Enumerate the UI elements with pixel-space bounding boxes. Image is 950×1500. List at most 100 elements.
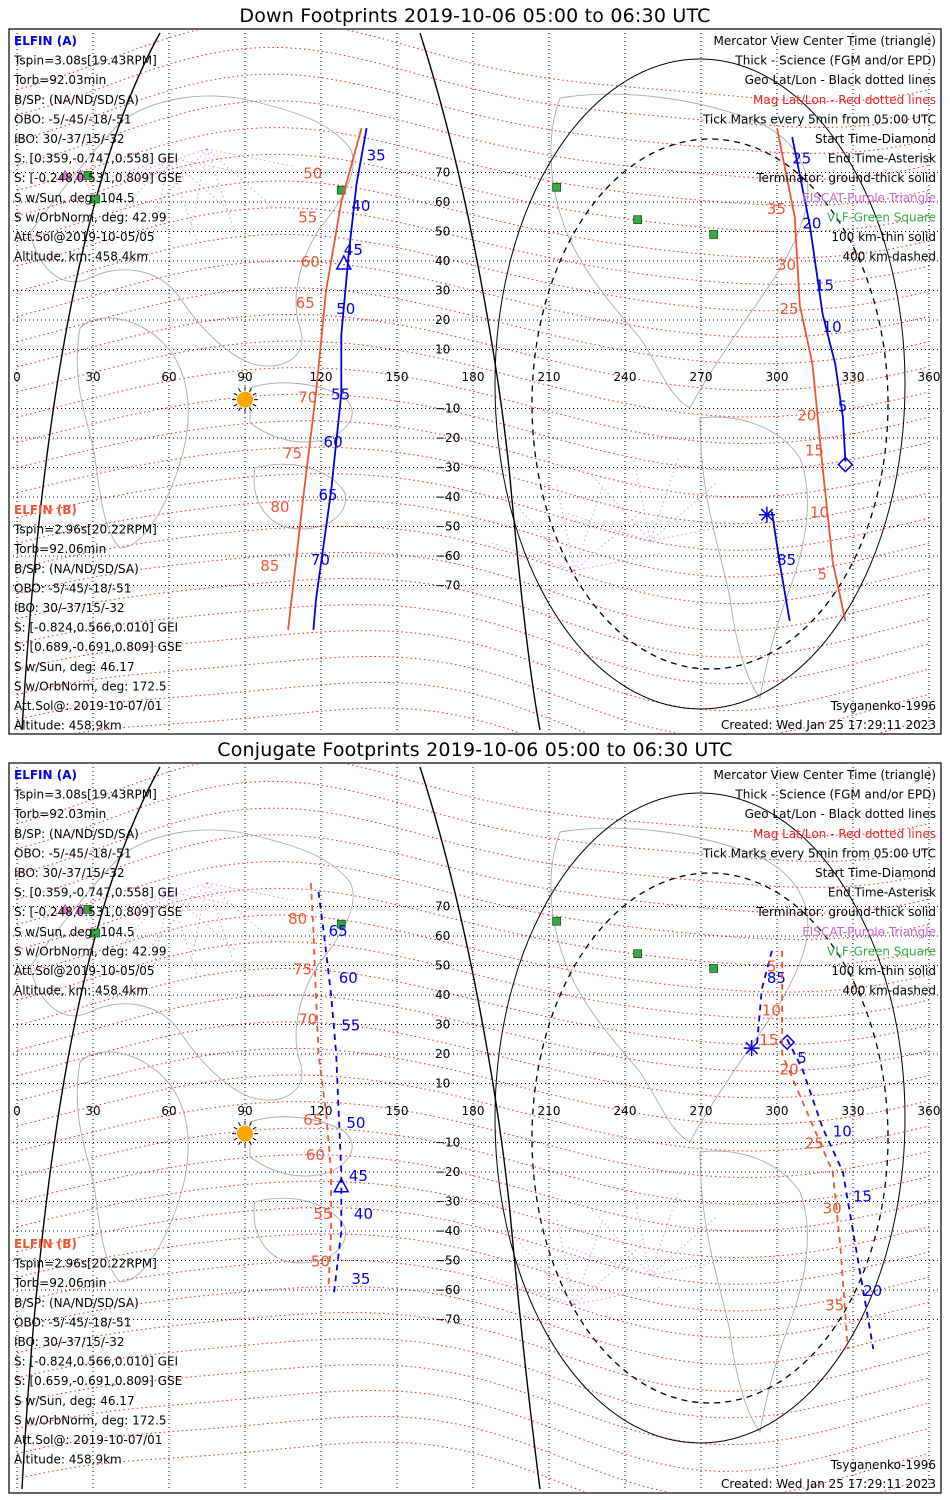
elfin-a-tick-label: 85	[777, 551, 796, 569]
terminator-400km	[531, 138, 889, 670]
elfin-b-info-line: Att.Sol@: 2019-10-07/01	[14, 699, 162, 713]
sun-ray	[249, 407, 252, 412]
legend-item: 100 km-thin solid	[831, 230, 936, 244]
elfin-b-tick-label: 5	[767, 957, 777, 975]
vlf-site	[552, 916, 561, 926]
elfin-a-info-line: OBO: -5/-45/-18/-51	[14, 846, 131, 860]
created-timestamp: Created: Wed Jan 25 17:29:11 2023	[721, 1477, 936, 1491]
elfin-a-info-line: S w/Sun, deg: 104.5	[14, 925, 135, 939]
legend-item: EISCAT-Purple Triangle	[802, 191, 936, 205]
elfin-b-tick-label: 60	[301, 253, 320, 271]
start-time-diamond	[837, 456, 854, 473]
coastline	[29, 95, 354, 367]
elfin-b-info-line: IBO: 30/-37/15/-32	[14, 1335, 125, 1349]
elfin-a-tick-label: 15	[853, 1188, 872, 1206]
y-tick-label: −70	[435, 579, 460, 593]
down-footprints-map: 0 30 60 90 120 150 180 210 240 270 300 330 360 70 60 50…	[8, 28, 942, 735]
elfin-a-tick-label: 35	[351, 1270, 370, 1288]
elfin-b-tick-label: 50	[311, 1252, 330, 1270]
mag-lon-line	[188, 148, 208, 238]
elfin-a-tick-label: 25	[792, 150, 811, 168]
panel-title-conjugate: Conjugate Footprints 2019-10-06 05:00 to…	[217, 739, 733, 761]
elfin-b-tick-label: 15	[759, 1031, 778, 1049]
elfin-b-tick-label: 25	[805, 1134, 824, 1152]
elfin-b-info-line: S w/Sun, deg: 46.17	[14, 1394, 135, 1408]
created-timestamp: Created: Wed Jan 25 17:29:11 2023	[721, 718, 936, 732]
mag-lon-line	[83, 891, 170, 921]
vlf-site	[552, 182, 561, 192]
sun-icon	[232, 386, 258, 413]
legend-item: Mercator View Center Time (triangle)	[714, 768, 936, 782]
elfin-b-tick-label: 10	[810, 504, 829, 522]
mag-lon-line	[168, 891, 199, 978]
legend-item: Mag Lat/Lon - Red dotted lines	[753, 93, 936, 107]
elfin-b-tick-label: 80	[270, 498, 289, 516]
legend-item: Mag Lat/Lon - Red dotted lines	[753, 827, 936, 841]
elfin-b-info-line: S w/Sun, deg: 46.17	[14, 660, 135, 674]
mag-lon-line	[168, 157, 199, 244]
model-label: Tsyganenko-1996	[830, 1458, 936, 1472]
x-tick-label: 270	[690, 1104, 713, 1118]
terminator-100km	[494, 58, 906, 710]
elfin-b-info-line: S w/OrbNorm, deg: 172.5	[14, 679, 166, 693]
eiscat-site	[59, 903, 71, 914]
elfin-a-tick-label: 40	[354, 1205, 373, 1223]
legend-item: EISCAT-Purple Triangle	[802, 925, 936, 939]
y-tick-label: 60	[435, 929, 450, 943]
map-layer: 0 30 60 90 120 150 180 210 240 270 300 330 360706050…	[10, 764, 940, 1492]
elfin-b-info-line: S w/OrbNorm, deg: 172.5	[14, 1413, 166, 1427]
elfin-a-info-line: Altitude, km: 458.4km	[14, 984, 148, 998]
elfin-b-tick-label: 10	[762, 1002, 781, 1020]
elfin-b-tick-label: 75	[283, 445, 302, 463]
mag-lon-line	[573, 485, 604, 571]
sun-ray	[252, 392, 257, 396]
terminator-ground	[419, 32, 541, 731]
y-tick-label: −60	[435, 1283, 460, 1297]
elfin-b-tick-label: 50	[303, 164, 322, 182]
coastline	[699, 416, 808, 700]
elfin-b-tick-label: 75	[293, 960, 312, 978]
elfin-a-info-line: Torb=92.03min	[13, 73, 106, 87]
elfin-b-tick-label: 15	[805, 442, 824, 460]
elfin-a-tick-label: 65	[329, 922, 348, 940]
y-tick-label: −70	[435, 1313, 460, 1327]
sun-ray	[233, 1126, 238, 1130]
elfin-b-info-line: B/SP: (NA/ND/SD/SA)	[14, 1296, 139, 1310]
legend-item: Start Time-Diamond	[815, 866, 936, 880]
x-tick-label: 30	[85, 370, 100, 384]
elfin-a-tick-label: 60	[339, 969, 358, 987]
y-tick-label: 70	[435, 166, 450, 180]
mag-lat-line	[16, 1285, 930, 1365]
elfin-b-tick-label: 30	[777, 256, 796, 274]
elfin-b-title: ELFIN (B)	[14, 503, 77, 517]
elfin-b-track	[310, 882, 332, 1285]
elfin-b-tick-label: 70	[298, 1011, 317, 1029]
y-tick-label: −30	[435, 461, 460, 475]
elfin-b-info-line: Tspin=2.96s[20.22RPM]	[13, 1257, 157, 1271]
legend-item: Terminator: ground-thick solid	[755, 171, 936, 185]
coastline	[253, 1197, 346, 1264]
legend-item: Thick - Science (FGM and/or EPD)	[734, 788, 936, 802]
mag-lon-line	[649, 455, 680, 542]
elfin-a-tick-label: 70	[311, 551, 330, 569]
mag-lon-line	[574, 552, 663, 572]
sun-disc	[237, 391, 253, 408]
mag-lat-line	[16, 207, 930, 285]
mag-lon-line	[590, 473, 651, 542]
elfin-a-tick-label: 45	[344, 241, 363, 259]
x-tick-label: 240	[614, 1104, 637, 1118]
elfin-a-tick-label: 85	[767, 969, 786, 987]
elfin-b-info-line: Tspin=2.96s[20.22RPM]	[13, 523, 157, 537]
mag-lon-line	[650, 522, 739, 542]
terminator-ground	[419, 766, 541, 1490]
elfin-a-title: ELFIN (A)	[14, 34, 77, 48]
mag-lon-line	[650, 481, 719, 542]
y-tick-label: 20	[435, 1047, 450, 1061]
elfin-a-info-line: IBO: 30/-37/15/-32	[14, 132, 125, 146]
elfin-a-tick-label: 50	[336, 300, 355, 318]
mag-lon-line	[168, 157, 237, 218]
sun-ray	[233, 1137, 238, 1141]
mag-lon-line	[168, 891, 237, 952]
mag-lon-line	[206, 882, 275, 943]
elfin-b-tick-label: 20	[780, 1061, 799, 1079]
